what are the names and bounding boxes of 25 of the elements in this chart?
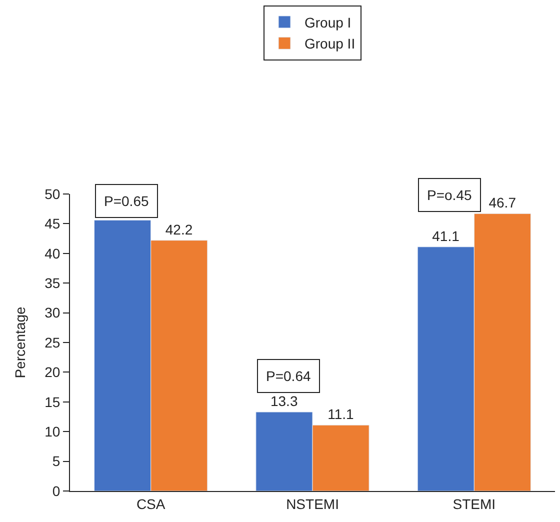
legend-label: Group II	[304, 36, 356, 52]
y-tick-label: 40	[44, 245, 60, 262]
data-label: 41.1	[432, 228, 460, 244]
annotation: P=o.45	[427, 187, 472, 203]
y-tick-label: 45	[44, 216, 60, 232]
y-tick-label: 15	[44, 394, 60, 410]
y-tick-label: 25	[44, 334, 60, 350]
annotation: P=0.65	[104, 193, 149, 209]
y-tick-label: 0	[52, 482, 60, 499]
y-tick-label: 20	[44, 364, 60, 380]
y-tick-label: 30	[44, 304, 60, 321]
y-tick-label: 10	[44, 424, 60, 440]
x-tick-label: STEMI	[452, 496, 496, 512]
x-tick-label: CSA	[136, 496, 166, 512]
data-label: 46.7	[488, 194, 516, 211]
data-label: 13.3	[270, 393, 298, 409]
y-tick-label: 5	[52, 453, 60, 470]
y-axis-title: Percentage	[12, 306, 28, 378]
legend-label: Group I	[304, 14, 352, 30]
annotation: P=0.64	[266, 368, 311, 384]
data-label: 42.2	[165, 221, 193, 238]
y-tick-label: 50	[44, 186, 60, 202]
y-tick-label: 35	[44, 275, 60, 291]
data-label: 11.1	[328, 406, 354, 422]
x-tick-label: NSTEMI	[286, 496, 339, 512]
